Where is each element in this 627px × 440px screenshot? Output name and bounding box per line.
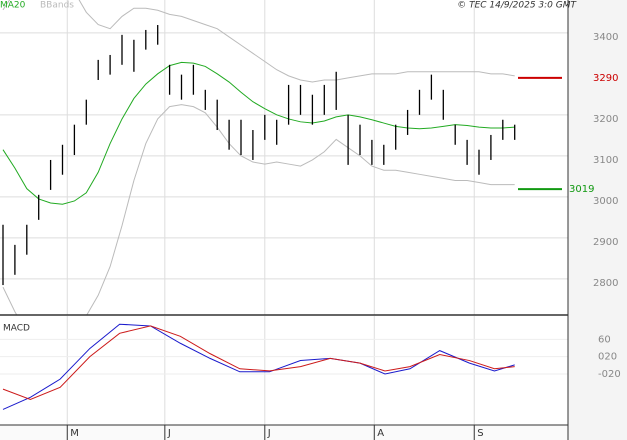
x-tick-label: J xyxy=(167,428,171,439)
macd-line xyxy=(2,325,515,401)
level-label: 3019 xyxy=(569,184,594,195)
legend-bbands: BBands xyxy=(40,1,74,11)
source: © TEC 14/9/2025 3:0 GMT xyxy=(457,1,577,11)
y-tick-label: 3000 xyxy=(593,196,618,207)
bband-line xyxy=(2,104,515,315)
ma20-line xyxy=(2,61,515,205)
y-tick-label: 020 xyxy=(598,352,617,363)
bband-line xyxy=(2,0,515,83)
x-tick-label: A xyxy=(377,428,384,439)
plot-area xyxy=(0,323,568,410)
y-tick-label: 3200 xyxy=(593,114,618,125)
y-tick-label: 3400 xyxy=(593,32,618,43)
x-tick-label: S xyxy=(477,428,483,439)
plot-area xyxy=(0,0,568,315)
x-tick-label: M xyxy=(70,428,79,439)
legend-ma20: MA20 xyxy=(0,1,26,11)
y-tick-label: 3100 xyxy=(593,155,618,166)
y-tick-label: 2900 xyxy=(593,237,618,248)
panel-title: MACD xyxy=(3,324,30,334)
macd-line xyxy=(2,323,515,410)
y-tick-label: -020 xyxy=(598,369,621,380)
date-strip xyxy=(0,425,568,440)
axis-strip xyxy=(568,0,627,440)
x-tick-label: J xyxy=(267,428,271,439)
y-tick-label: 60 xyxy=(598,334,611,345)
y-tick-label: 2800 xyxy=(593,278,618,289)
level-label: 3290 xyxy=(593,73,618,84)
